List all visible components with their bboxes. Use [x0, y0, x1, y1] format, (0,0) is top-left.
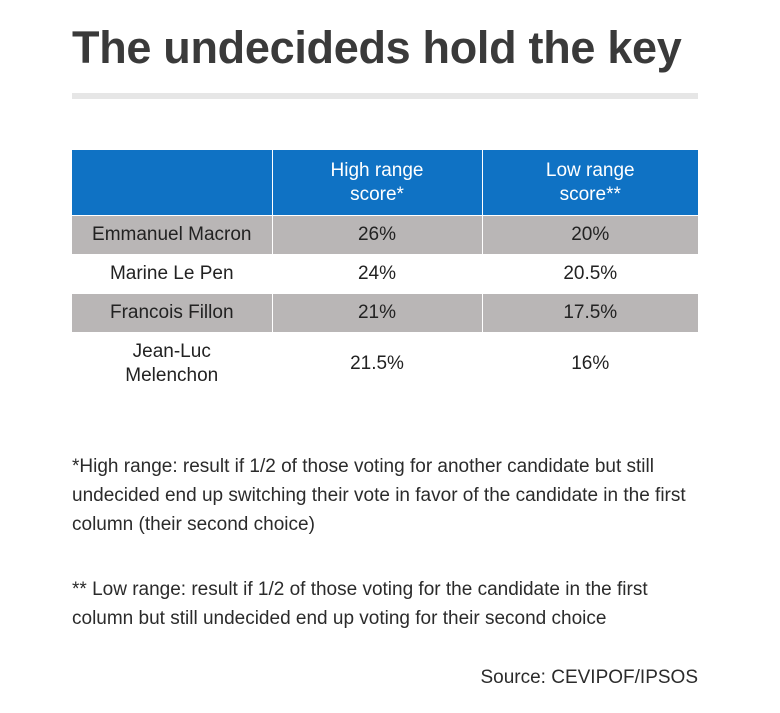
candidate-name: Marine Le Pen	[109, 262, 234, 284]
candidate-name: Francois Fillon	[109, 302, 234, 323]
footnote-high-range: *High range: result if 1/2 of those voti…	[72, 456, 686, 535]
high-range-value: 24%	[271, 254, 482, 294]
candidate-name-cell: Jean-Luc Melenchon	[72, 332, 272, 396]
results-table-container: High range score* Low range score** Emma…	[72, 150, 698, 396]
high-range-value: 21%	[271, 293, 482, 332]
header-high-range: High range score*	[271, 150, 482, 216]
table-header-row: High range score* Low range score**	[72, 150, 698, 216]
high-range-value: 26%	[271, 215, 482, 254]
source-credit: Source: CEVIPOF/IPSOS	[480, 667, 698, 688]
low-range-value: 20%	[481, 215, 698, 254]
table-row: Francois Fillon 21% 17.5%	[72, 293, 698, 332]
chart-title: The undecideds hold the key	[72, 22, 682, 73]
results-table: High range score* Low range score** Emma…	[72, 150, 698, 396]
table-row: Marine Le Pen 24% 20.5%	[72, 254, 698, 294]
low-range-value: 16%	[481, 332, 698, 396]
header-high-range-label: High range score*	[330, 159, 424, 205]
low-range-value: 17.5%	[481, 293, 698, 332]
candidate-name-cell: Francois Fillon	[72, 293, 272, 332]
table-row: Jean-Luc Melenchon 21.5% 16%	[72, 332, 698, 396]
high-range-value: 21.5%	[271, 332, 482, 396]
header-low-range: Low range score**	[481, 150, 698, 216]
candidate-name: Emmanuel Macron	[92, 224, 252, 245]
table-row: Emmanuel Macron 26% 20%	[72, 215, 698, 254]
candidate-name-cell: Emmanuel Macron	[72, 215, 272, 254]
footnote-low-range: ** Low range: result if 1/2 of those vot…	[72, 579, 648, 629]
header-low-range-label: Low range score**	[545, 159, 635, 205]
candidate-name: Jean-Luc Melenchon	[125, 341, 219, 386]
candidate-name-cell: Marine Le Pen	[72, 254, 272, 294]
header-empty-cell	[72, 150, 272, 216]
low-range-value: 20.5%	[481, 254, 698, 294]
title-divider	[72, 93, 698, 99]
